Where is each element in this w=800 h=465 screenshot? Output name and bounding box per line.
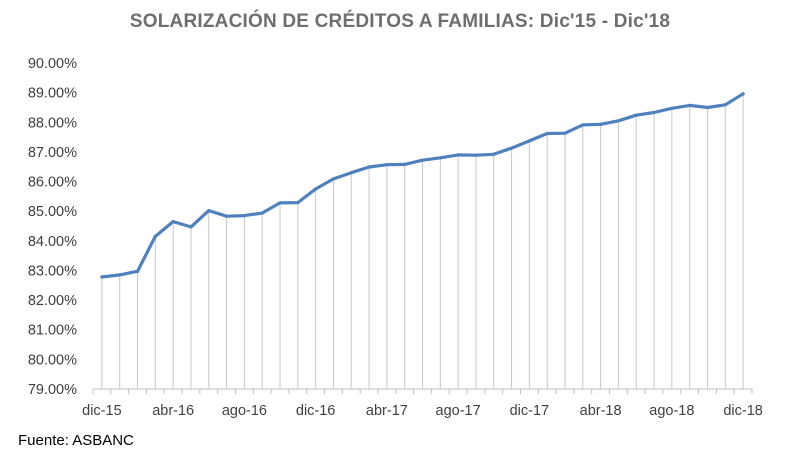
series-line-group: [100, 92, 745, 279]
data-point: [100, 275, 104, 279]
data-point: [135, 269, 140, 273]
x-tick-label: abr-18: [580, 403, 622, 419]
x-tick-label: ago-16: [222, 403, 267, 419]
data-point: [349, 171, 353, 175]
data-point: [367, 165, 371, 169]
data-point: [545, 131, 549, 136]
data-point: [527, 139, 531, 143]
data-point: [403, 162, 407, 166]
plot-area: [101, 93, 744, 389]
data-point: [581, 123, 585, 127]
x-tick-label: dic-16: [296, 403, 336, 419]
x-tick-label: abr-17: [366, 403, 408, 419]
data-point: [688, 103, 692, 107]
x-tick-label: ago-18: [649, 403, 694, 419]
data-point: [616, 119, 621, 123]
data-point: [296, 200, 300, 205]
data-point: [599, 122, 603, 126]
x-tick-label: abr-16: [152, 403, 194, 419]
data-point: [456, 153, 460, 157]
data-point: [652, 110, 656, 115]
y-tick-label: 90.00%: [28, 56, 77, 72]
data-point: [153, 234, 157, 238]
data-point: [420, 158, 425, 162]
tick-labels: 79.00% 80.00% 81.00% 82.00% 83.00% 84.00% 85.0…: [28, 56, 763, 419]
data-point: [385, 163, 389, 167]
data-point: [118, 273, 122, 277]
y-tick-label: 84.00%: [28, 234, 77, 250]
chart-title: SOLARIZACIÓN DE CRÉDITOS A FAMILIAS: Dic…: [129, 11, 671, 32]
data-point: [474, 153, 478, 157]
data-point: [278, 201, 282, 205]
y-tick-label: 83.00%: [28, 263, 77, 279]
data-point: [224, 214, 229, 218]
data-point: [331, 177, 336, 181]
x-tick-label: dic-18: [723, 403, 763, 419]
data-point: [207, 208, 211, 213]
data-point: [723, 103, 727, 107]
axes: [92, 388, 753, 394]
data-point: [438, 156, 442, 160]
data-point: [314, 187, 318, 191]
data-point: [563, 131, 567, 135]
y-tick-label: 80.00%: [28, 352, 77, 368]
y-tick-label: 79.00%: [28, 382, 77, 398]
y-tick-label: 86.00%: [28, 175, 77, 191]
data-point: [242, 214, 246, 218]
data-point: [492, 152, 496, 156]
y-tick-label: 82.00%: [28, 293, 77, 309]
data-point: [509, 146, 514, 150]
data-point: [741, 92, 745, 96]
y-tick-label: 81.00%: [28, 323, 77, 339]
data-point: [705, 105, 710, 110]
data-point: [189, 225, 193, 229]
x-tick-label: ago-17: [436, 403, 481, 419]
data-point: [634, 113, 638, 117]
x-tick-label: dic-15: [82, 403, 122, 419]
y-tick-label: 87.00%: [28, 145, 77, 161]
source-note: Fuente: ASBANC: [18, 432, 134, 449]
y-tick-label: 85.00%: [28, 204, 77, 220]
y-tick-label: 88.00%: [28, 115, 77, 131]
data-point: [171, 219, 175, 224]
data-point: [670, 106, 674, 110]
x-tick-label: dic-17: [510, 403, 550, 419]
y-tick-label: 89.00%: [28, 86, 77, 102]
data-point: [260, 211, 264, 215]
